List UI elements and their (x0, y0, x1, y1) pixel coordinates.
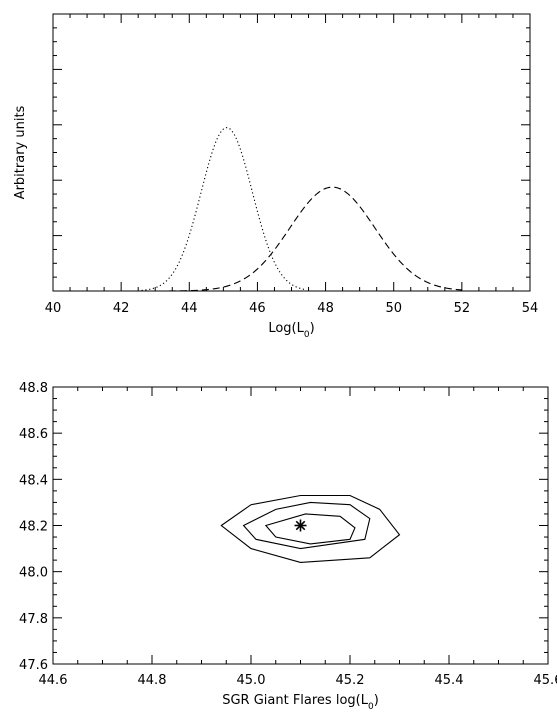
best-fit-marker-stroke (295, 520, 306, 531)
x-axis-label: Log(L0) (268, 321, 314, 340)
plot-frame (52, 13, 531, 292)
outer-confidence-contour (220, 494, 401, 563)
x-tick-label: 48 (317, 301, 334, 316)
dashed-gaussian-curve (168, 186, 462, 292)
x-tick-label: 45.6 (534, 673, 557, 688)
y-tick-label: 47.6 (19, 658, 48, 673)
x-tick-label: 50 (385, 301, 402, 316)
dotted-gaussian-curve (141, 127, 306, 291)
top-panel-line-chart: 40 42 44 46 48 50 52 54 Log(L0) Arbitrary units (13, 13, 539, 340)
y-tick-label: 48.2 (19, 520, 48, 535)
y-tick-label: 48.8 (19, 381, 48, 396)
inner-confidence-contour (264, 513, 356, 545)
x-tick-label: 46 (249, 301, 266, 316)
x-tick-label: 42 (113, 301, 130, 316)
x-axis-label: SGR Giant Flares log(L0) (222, 693, 379, 712)
x-tick-label: 52 (454, 301, 471, 316)
middle-confidence-contour (242, 501, 371, 550)
x-tick-label: 44 (181, 301, 198, 316)
best-fit-marker (294, 519, 307, 532)
x-tick-label: 45.4 (435, 673, 464, 688)
x-tick-label: 44.8 (138, 673, 167, 688)
x-tick-label: 54 (522, 301, 539, 316)
x-tick-label: 40 (45, 301, 62, 316)
x-tick-label: 44.6 (39, 673, 68, 688)
y-tick-label: 47.8 (19, 612, 48, 627)
y-tick-label: 48.0 (19, 566, 48, 581)
y-tick-label: 48.4 (19, 473, 48, 488)
y-tick-label: 48.6 (19, 427, 48, 442)
x-tick-label: 45.2 (336, 673, 365, 688)
x-tick-label: 45.0 (237, 673, 266, 688)
y-axis-label: Arbitrary units (13, 105, 28, 199)
bottom-panel-contour-chart: 44.6 44.8 45.0 45.2 45.4 45.6 47.6 47.8 48.0 48.2… (19, 381, 557, 712)
